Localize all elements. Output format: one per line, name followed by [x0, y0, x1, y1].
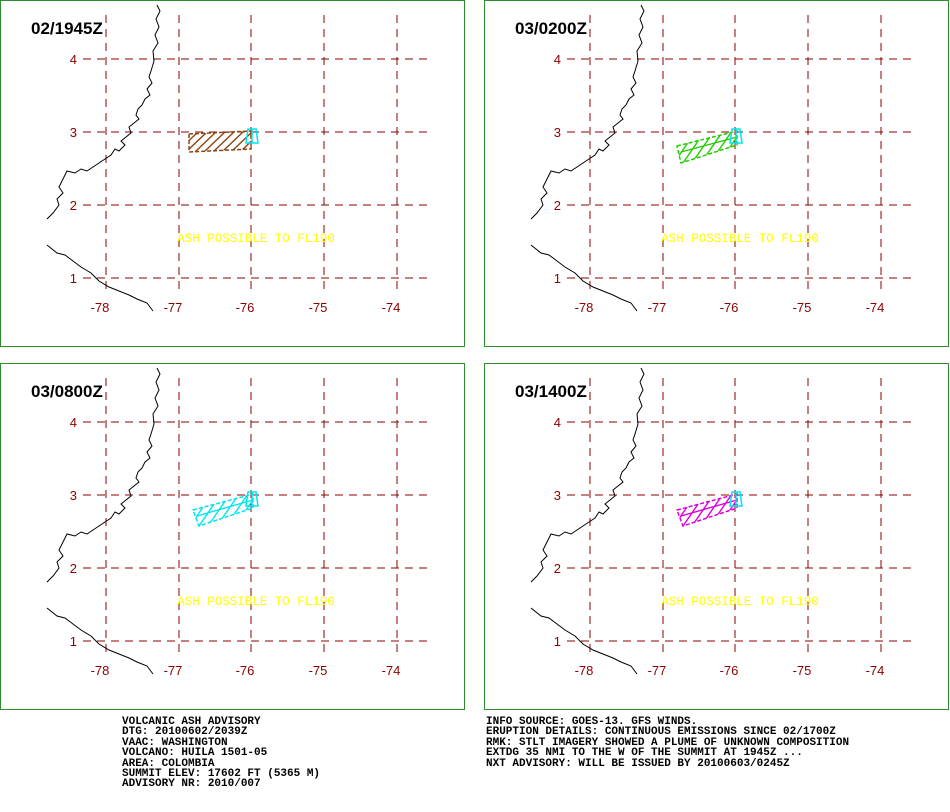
latitude-label: 2: [554, 198, 561, 213]
ash-height-annotation: ASH POSSIBLE TO FL190: [177, 595, 335, 609]
panel-time-label: 03/0200Z: [515, 19, 587, 38]
longitude-label: -75: [793, 663, 812, 678]
ash-plume-polygon: [188, 130, 252, 153]
coastline: [530, 4, 645, 312]
latitude-label: 1: [554, 271, 561, 286]
panel-time-label: 03/1400Z: [515, 382, 587, 401]
summit-marker: [729, 491, 743, 507]
latitude-label: 3: [554, 125, 561, 140]
summit-marker: [729, 128, 743, 144]
longitude-label: -75: [309, 300, 328, 315]
latitude-label: 3: [70, 125, 77, 140]
latitude-label: 2: [70, 198, 77, 213]
latitude-label: 3: [554, 488, 561, 503]
forecast-panel: 4 3 2 1 -78 -77 -76 -75 -74 ASH POSSIBLE TO FL190…: [0, 0, 465, 347]
advisory-header-block: VOLCANIC ASH ADVISORY DTG: 20100602/2039Z…: [122, 716, 321, 791]
advisory-line: ADVISORY NR: 2010/007: [122, 778, 261, 791]
longitude-label: -74: [866, 663, 885, 678]
advisory-line: SUMMIT ELEV: 17602 FT (5365 M): [122, 767, 321, 780]
longitude-label: -77: [164, 300, 183, 315]
longitude-label: -77: [164, 663, 183, 678]
coastline: [530, 367, 645, 675]
latitude-label: 3: [70, 488, 77, 503]
longitude-label: -78: [575, 663, 594, 678]
advisory-line: VAAC: WASHINGTON: [122, 736, 228, 749]
advisory-line: AREA: COLOMBIA: [122, 757, 215, 770]
latitude-label: 1: [70, 634, 77, 649]
longitude-label: -74: [382, 300, 401, 315]
longitude-label: -78: [575, 300, 594, 315]
summit-marker: [245, 491, 259, 507]
ash-height-annotation: ASH POSSIBLE TO FL190: [661, 232, 819, 246]
latitude-label: 4: [70, 52, 77, 67]
latitude-label: 4: [554, 52, 561, 67]
advisory-remarks-block: INFO SOURCE: GOES-13. GFS WINDS. ERUPTION…: [486, 716, 850, 770]
coastline: [46, 367, 161, 675]
forecast-panel: 4 3 2 1 -78 -77 -76 -75 -74 ASH POSSIBLE TO FL190…: [484, 0, 949, 347]
longitude-label: -78: [91, 300, 110, 315]
ash-height-annotation: ASH POSSIBLE TO FL190: [661, 595, 819, 609]
longitude-label: -76: [720, 300, 739, 315]
advisory-line: DTG: 20100602/2039Z: [122, 726, 248, 739]
latitude-label: 2: [70, 561, 77, 576]
longitude-label: -76: [236, 300, 255, 315]
forecast-panel: 4 3 2 1 -78 -77 -76 -75 -74 ASH POSSIBLE TO FL190…: [0, 363, 465, 710]
longitude-label: -76: [720, 663, 739, 678]
longitude-label: -77: [648, 300, 667, 315]
panel-time-label: 03/0800Z: [31, 382, 103, 401]
advisory-line: INFO SOURCE: GOES-13. GFS WINDS.: [486, 716, 698, 728]
latitude-label: 1: [70, 271, 77, 286]
longitude-label: -74: [866, 300, 885, 315]
longitude-label: -77: [648, 663, 667, 678]
ash-map: 4 3 2 1 -78 -77 -76 -75 -74 ASH POSSIBLE TO FL190: [530, 367, 917, 678]
ash-map: 4 3 2 1 -78 -77 -76 -75 -74 ASH POSSIBLE TO FL190: [46, 367, 433, 678]
coastline: [46, 4, 161, 312]
longitude-label: -75: [309, 663, 328, 678]
longitude-label: -74: [382, 663, 401, 678]
latitude-label: 4: [554, 415, 561, 430]
latitude-label: 2: [554, 561, 561, 576]
advisory-line: VOLCANO: HUILA 1501-05: [122, 747, 268, 760]
advisory-line: RMK: STLT IMAGERY SHOWED A PLUME OF UNKN…: [486, 736, 850, 749]
latitude-label: 1: [554, 634, 561, 649]
ash-plume-polygon: [676, 493, 738, 527]
summit-marker: [245, 128, 259, 144]
longitude-label: -76: [236, 663, 255, 678]
ash-plume-polygon: [676, 130, 738, 164]
ash-plume-polygon: [192, 493, 254, 527]
advisory-line: NXT ADVISORY: WILL BE ISSUED BY 20100603…: [486, 757, 790, 770]
advisory-line: VOLCANIC ASH ADVISORY: [122, 716, 261, 728]
forecast-panel: 4 3 2 1 -78 -77 -76 -75 -74 ASH POSSIBLE TO FL190…: [484, 363, 949, 710]
advisory-line: ERUPTION DETAILS: CONTINUOUS EMISSIONS S…: [486, 726, 836, 739]
advisory-line: EXTDG 35 NMI TO THE W OF THE SUMMIT AT 1…: [486, 747, 803, 760]
longitude-label: -78: [91, 663, 110, 678]
ash-map: 4 3 2 1 -78 -77 -76 -75 -74 ASH POSSIBLE TO FL190: [530, 4, 917, 315]
panel-time-label: 02/1945Z: [31, 19, 103, 38]
ash-map: 4 3 2 1 -78 -77 -76 -75 -74 ASH POSSIBLE TO FL190: [46, 4, 433, 315]
ash-height-annotation: ASH POSSIBLE TO FL190: [177, 232, 335, 246]
longitude-label: -75: [793, 300, 812, 315]
latitude-label: 4: [70, 415, 77, 430]
